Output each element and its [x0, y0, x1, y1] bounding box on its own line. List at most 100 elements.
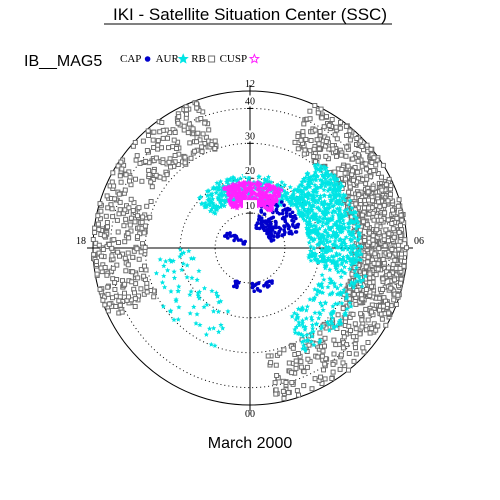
rb-point	[349, 271, 355, 277]
rb-point	[116, 240, 121, 245]
rb-point	[160, 135, 166, 141]
aur-point	[306, 219, 313, 225]
rb-point	[141, 230, 147, 236]
rb-point	[345, 163, 351, 169]
cusp-point	[233, 190, 240, 196]
rb-point	[116, 191, 122, 197]
rb-point	[370, 233, 376, 239]
legend-label: AUR	[156, 53, 180, 65]
rb-point	[380, 303, 386, 309]
aur-point	[350, 259, 357, 265]
aur-point	[356, 278, 363, 284]
rb-point	[117, 302, 123, 308]
cap-point	[259, 209, 264, 214]
aur-point	[326, 226, 333, 232]
cap-point	[264, 225, 268, 229]
aur-point	[284, 190, 291, 196]
rb-point	[359, 324, 365, 330]
rb-point	[133, 157, 139, 163]
rb-point	[393, 302, 399, 307]
aur-point	[346, 224, 352, 230]
aur-point	[219, 187, 225, 193]
cusp-point	[269, 202, 275, 208]
cap-point	[258, 289, 263, 293]
rb-point	[117, 199, 123, 205]
aur-point	[215, 308, 222, 314]
rb-point	[123, 172, 129, 178]
legend-marker	[144, 56, 151, 62]
aur-point	[308, 223, 314, 229]
aur-point	[313, 213, 319, 219]
rb-point	[350, 311, 356, 317]
aur-point	[218, 322, 224, 328]
rb-point	[305, 356, 311, 362]
rb-point	[317, 129, 323, 134]
aur-point	[295, 306, 302, 312]
aur-point	[358, 257, 364, 263]
rb-point	[212, 138, 218, 144]
rb-point	[353, 301, 359, 307]
aur-point	[290, 188, 297, 194]
cap-point	[277, 225, 281, 230]
rb-point	[373, 162, 379, 168]
rb-point	[175, 120, 181, 126]
rb-point	[174, 146, 179, 151]
cusp-point	[229, 189, 235, 195]
aur-point	[305, 231, 311, 237]
aur-point	[310, 238, 316, 244]
rb-point	[322, 361, 328, 367]
aur-point	[291, 310, 298, 316]
aur-point	[282, 189, 288, 195]
aur-point	[217, 198, 223, 204]
aur-point	[349, 246, 355, 251]
aur-point	[325, 284, 331, 290]
aur-point	[356, 243, 362, 249]
rb-point	[346, 323, 352, 329]
aur-point	[305, 189, 311, 195]
rb-point	[166, 159, 172, 165]
radial-label-bg	[243, 165, 257, 177]
aur-point	[198, 200, 205, 206]
aur-point	[288, 198, 294, 204]
rb-point	[392, 277, 398, 283]
rb-point	[380, 162, 386, 168]
rb-point	[100, 247, 106, 252]
aur-point	[330, 303, 336, 309]
rb-point	[281, 395, 287, 401]
rb-point	[111, 237, 117, 243]
radial-label-bg	[243, 200, 257, 212]
rb-point	[131, 200, 137, 206]
aur-point	[332, 178, 338, 184]
rb-point	[362, 205, 367, 211]
aur-point	[293, 316, 299, 322]
aur-point	[316, 315, 322, 321]
aur-point	[316, 235, 323, 241]
aur-point	[319, 246, 325, 252]
rb-point	[98, 208, 104, 214]
aur-point	[320, 219, 326, 225]
data-points	[90, 100, 409, 401]
aur-point	[288, 202, 294, 208]
cap-point	[282, 224, 286, 228]
rb-point	[329, 376, 335, 381]
aur-point	[329, 253, 335, 259]
rb-point	[371, 260, 377, 266]
rb-point	[306, 342, 312, 348]
rb-point	[96, 227, 102, 233]
aur-point	[322, 265, 328, 271]
aur-point	[216, 186, 222, 192]
aur-point	[349, 205, 355, 211]
rb-point	[137, 160, 143, 166]
rb-point	[142, 263, 147, 269]
aur-point	[310, 214, 316, 220]
rb-point	[140, 138, 146, 144]
rb-point	[358, 311, 364, 317]
aur-point	[311, 252, 317, 258]
rb-point	[346, 289, 352, 295]
rb-point	[123, 268, 129, 274]
rb-point	[104, 193, 110, 199]
rb-point	[315, 110, 321, 116]
rb-point	[93, 259, 99, 264]
rb-point	[101, 233, 107, 239]
rb-point	[126, 294, 131, 300]
